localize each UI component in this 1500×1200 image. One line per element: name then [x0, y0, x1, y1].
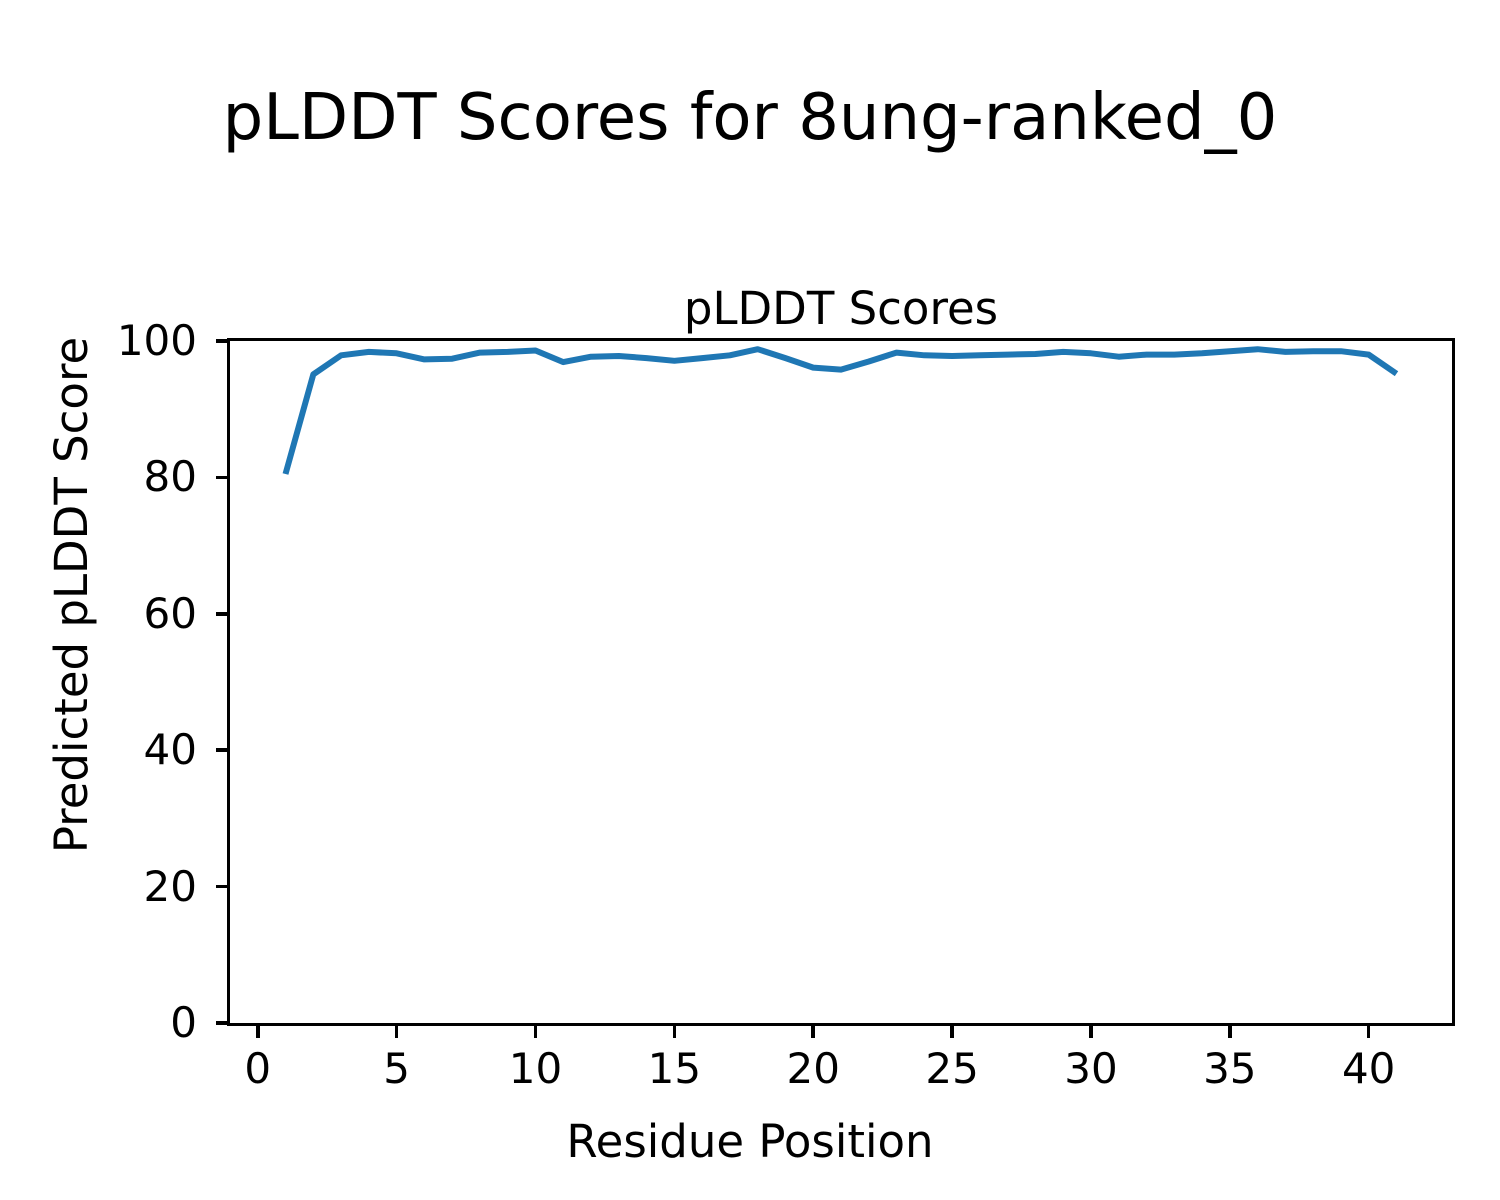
y-tick-mark	[216, 1021, 230, 1025]
x-tick-mark	[1089, 1024, 1093, 1038]
x-tick-label: 5	[383, 1044, 410, 1093]
y-tick-label: 80	[143, 452, 197, 502]
x-tick-mark	[1228, 1024, 1232, 1038]
y-tick-mark	[216, 339, 230, 343]
x-tick-label: 15	[647, 1044, 702, 1093]
x-tick-mark	[533, 1024, 538, 1038]
y-tick-label: 100	[116, 316, 197, 365]
plot-area	[227, 338, 1455, 1026]
x-axis-label: Residue Position	[566, 1115, 934, 1168]
x-tick-label: 35	[1203, 1044, 1257, 1093]
x-tick-mark	[950, 1024, 954, 1038]
y-tick-label: 40	[143, 725, 197, 775]
y-tick-label: 0	[170, 998, 197, 1047]
plddt-line	[282, 346, 1399, 475]
y-tick-mark	[216, 612, 230, 616]
x-tick-mark	[394, 1024, 399, 1038]
y-tick-mark	[216, 884, 230, 889]
x-tick-mark	[811, 1024, 815, 1038]
x-tick-label: 10	[508, 1044, 563, 1093]
y-tick-label: 20	[143, 861, 197, 911]
x-tick-label: 20	[786, 1044, 840, 1093]
line-plot-canvas	[282, 346, 1399, 475]
axes-title: pLDDT Scores	[683, 282, 999, 335]
y-tick-mark	[216, 475, 230, 480]
x-tick-label: 30	[1064, 1044, 1118, 1093]
x-tick-label: 0	[244, 1044, 272, 1093]
y-tick-mark	[216, 748, 230, 752]
x-tick-label: 25	[925, 1044, 979, 1093]
x-tick-mark	[672, 1024, 677, 1038]
x-tick-mark	[256, 1024, 260, 1038]
x-tick-mark	[1366, 1024, 1371, 1038]
x-tick-label: 40	[1341, 1044, 1396, 1093]
y-tick-label: 60	[143, 588, 197, 638]
figure-title: pLDDT Scores for 8ung-ranked_0	[222, 81, 1278, 155]
